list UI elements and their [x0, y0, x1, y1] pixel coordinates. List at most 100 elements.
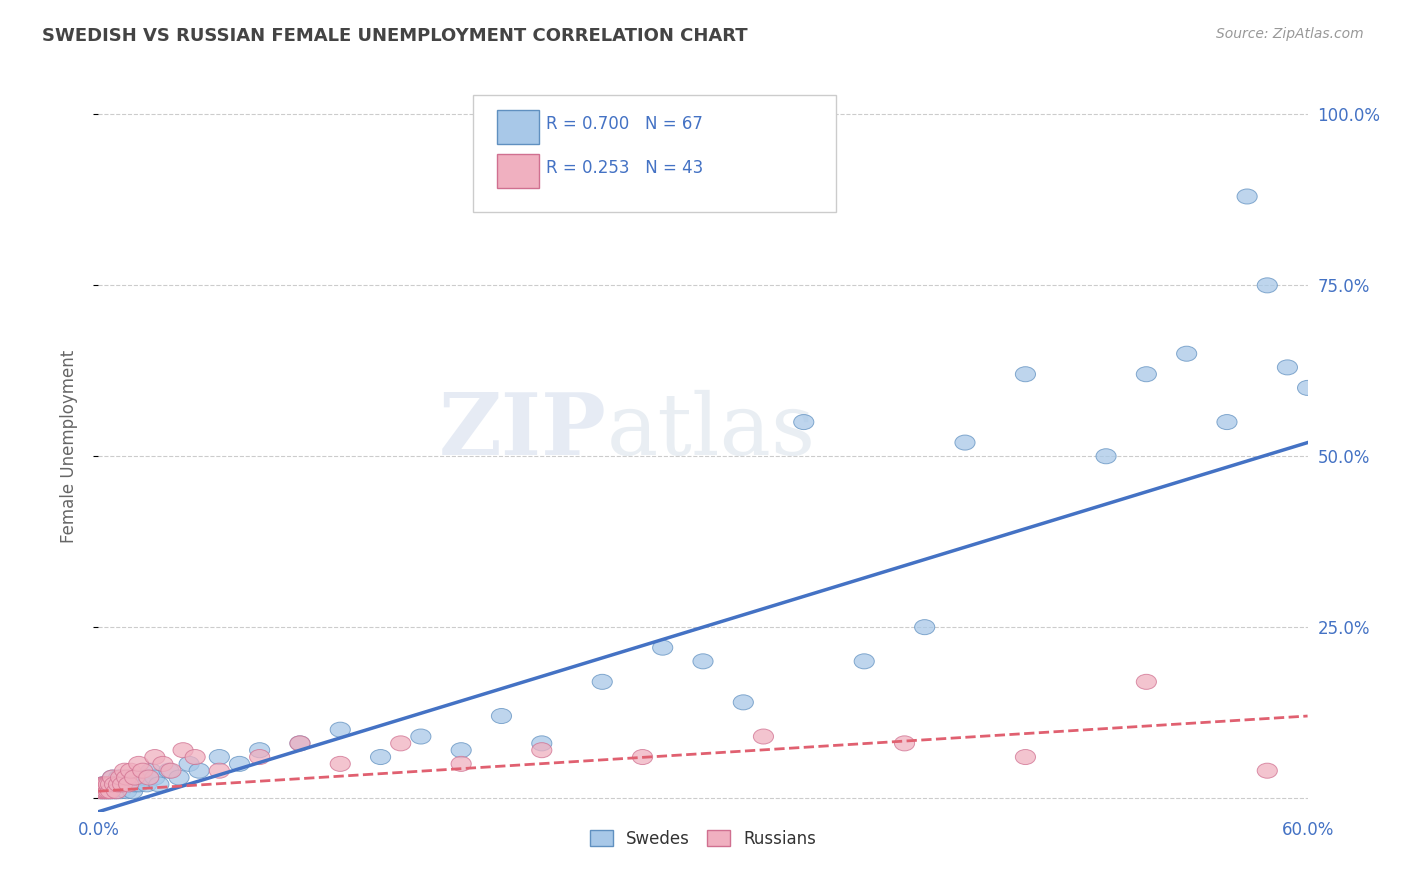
- Ellipse shape: [111, 784, 131, 798]
- Ellipse shape: [100, 777, 121, 792]
- Ellipse shape: [229, 756, 250, 772]
- Ellipse shape: [118, 777, 139, 792]
- Ellipse shape: [97, 784, 117, 798]
- Ellipse shape: [122, 784, 143, 798]
- FancyBboxPatch shape: [498, 111, 538, 144]
- Ellipse shape: [1097, 449, 1116, 464]
- Ellipse shape: [108, 777, 129, 792]
- Ellipse shape: [330, 756, 350, 772]
- Ellipse shape: [103, 784, 122, 798]
- Ellipse shape: [173, 743, 193, 757]
- Ellipse shape: [98, 784, 118, 798]
- Ellipse shape: [129, 777, 149, 792]
- Ellipse shape: [915, 620, 935, 635]
- Ellipse shape: [93, 784, 112, 798]
- Text: SWEDISH VS RUSSIAN FEMALE UNEMPLOYMENT CORRELATION CHART: SWEDISH VS RUSSIAN FEMALE UNEMPLOYMENT C…: [42, 27, 748, 45]
- Legend: Swedes, Russians: Swedes, Russians: [583, 823, 823, 855]
- Ellipse shape: [411, 729, 432, 744]
- Ellipse shape: [129, 756, 149, 772]
- Ellipse shape: [121, 770, 141, 785]
- Ellipse shape: [104, 777, 125, 792]
- Ellipse shape: [734, 695, 754, 710]
- Ellipse shape: [90, 784, 111, 798]
- FancyBboxPatch shape: [474, 95, 837, 212]
- Text: R = 0.700   N = 67: R = 0.700 N = 67: [546, 115, 703, 133]
- Ellipse shape: [693, 654, 713, 669]
- Ellipse shape: [290, 736, 311, 751]
- Ellipse shape: [94, 777, 114, 792]
- Ellipse shape: [330, 723, 350, 737]
- Ellipse shape: [132, 764, 153, 778]
- Ellipse shape: [97, 784, 117, 798]
- Ellipse shape: [1218, 415, 1237, 430]
- Ellipse shape: [153, 756, 173, 772]
- Ellipse shape: [149, 777, 169, 792]
- Text: atlas: atlas: [606, 390, 815, 473]
- Ellipse shape: [94, 777, 114, 792]
- Y-axis label: Female Unemployment: Female Unemployment: [59, 350, 77, 542]
- Ellipse shape: [108, 770, 129, 785]
- Ellipse shape: [894, 736, 915, 751]
- Ellipse shape: [104, 784, 125, 798]
- Ellipse shape: [111, 770, 131, 785]
- Ellipse shape: [112, 777, 132, 792]
- Ellipse shape: [114, 777, 135, 792]
- Ellipse shape: [100, 784, 121, 798]
- Ellipse shape: [97, 777, 117, 792]
- Ellipse shape: [93, 777, 112, 792]
- Ellipse shape: [118, 777, 139, 792]
- Ellipse shape: [104, 777, 125, 792]
- Ellipse shape: [93, 784, 112, 798]
- Ellipse shape: [160, 764, 181, 778]
- Ellipse shape: [209, 764, 229, 778]
- Ellipse shape: [117, 770, 136, 785]
- Ellipse shape: [793, 415, 814, 430]
- Ellipse shape: [98, 784, 118, 798]
- Ellipse shape: [139, 770, 159, 785]
- Ellipse shape: [90, 784, 111, 798]
- Ellipse shape: [111, 777, 131, 792]
- Ellipse shape: [125, 770, 145, 785]
- Ellipse shape: [97, 777, 117, 792]
- Ellipse shape: [112, 770, 132, 785]
- Ellipse shape: [103, 770, 122, 785]
- Ellipse shape: [186, 749, 205, 764]
- Ellipse shape: [98, 777, 118, 792]
- FancyBboxPatch shape: [498, 154, 538, 188]
- Ellipse shape: [250, 749, 270, 764]
- Text: ZIP: ZIP: [439, 390, 606, 474]
- Ellipse shape: [955, 435, 976, 450]
- Ellipse shape: [179, 756, 200, 772]
- Ellipse shape: [531, 743, 551, 757]
- Ellipse shape: [121, 764, 141, 778]
- Ellipse shape: [190, 764, 209, 778]
- Ellipse shape: [114, 764, 135, 778]
- Ellipse shape: [290, 736, 311, 751]
- Ellipse shape: [100, 784, 121, 798]
- Ellipse shape: [108, 777, 129, 792]
- Ellipse shape: [94, 784, 114, 798]
- Ellipse shape: [1136, 367, 1157, 382]
- Ellipse shape: [107, 784, 127, 798]
- Ellipse shape: [652, 640, 673, 656]
- Ellipse shape: [112, 777, 132, 792]
- Ellipse shape: [136, 777, 157, 792]
- Ellipse shape: [127, 770, 146, 785]
- Ellipse shape: [132, 770, 153, 785]
- Ellipse shape: [107, 777, 127, 792]
- Ellipse shape: [1237, 189, 1257, 204]
- Text: R = 0.253   N = 43: R = 0.253 N = 43: [546, 159, 703, 177]
- Ellipse shape: [1136, 674, 1157, 690]
- Ellipse shape: [1177, 346, 1197, 361]
- Ellipse shape: [633, 749, 652, 764]
- Ellipse shape: [98, 777, 118, 792]
- Ellipse shape: [531, 736, 551, 751]
- Ellipse shape: [1298, 380, 1317, 395]
- Ellipse shape: [209, 749, 229, 764]
- Ellipse shape: [125, 777, 145, 792]
- Ellipse shape: [107, 784, 127, 798]
- Ellipse shape: [250, 743, 270, 757]
- Ellipse shape: [100, 777, 121, 792]
- Ellipse shape: [145, 749, 165, 764]
- Ellipse shape: [1257, 764, 1278, 778]
